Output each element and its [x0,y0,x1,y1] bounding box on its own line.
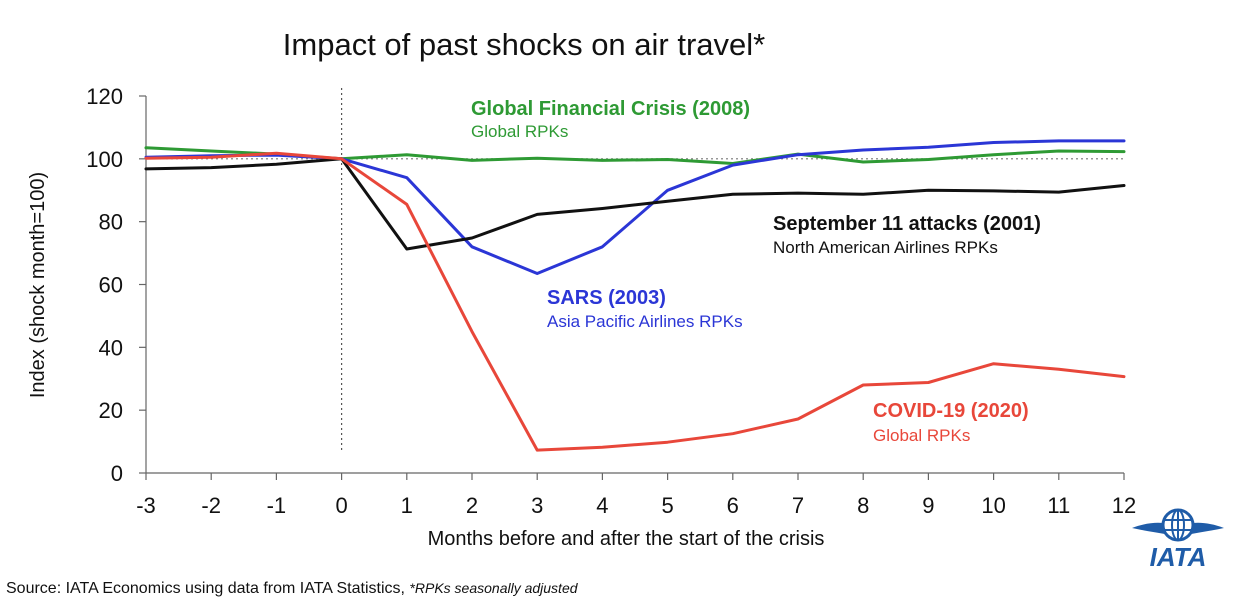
logo-text: IATA [1150,542,1207,572]
y-tick-label: 40 [99,335,123,360]
chart-title: Impact of past shocks on air travel* [283,27,765,62]
series-label-sept11: September 11 attacks (2001) [773,213,1041,235]
series-sublabel-sars: Asia Pacific Airlines RPKs [547,312,743,331]
series-label-sars: SARS (2003) [547,287,666,309]
x-tick-label: -3 [136,493,156,518]
x-tick-label: 4 [596,493,608,518]
series-label-gfc: Global Financial Crisis (2008) [471,98,750,120]
source-text: Source: IATA Economics using data from I… [6,580,405,597]
y-axis-label: Index (shock month=100) [27,172,49,398]
series-label-covid: COVID-19 (2020) [873,400,1029,422]
x-tick-label: 8 [857,493,869,518]
x-tick-label: 3 [531,493,543,518]
source-note: Source: IATA Economics using data from I… [6,580,578,598]
y-tick-label: 120 [86,84,123,109]
x-tick-label: 6 [727,493,739,518]
x-tick-label: 5 [661,493,673,518]
x-tick-label: 1 [401,493,413,518]
x-tick-label: -1 [267,493,287,518]
series-sublabel-gfc: Global RPKs [471,122,568,141]
y-tick-label: 100 [86,147,123,172]
x-tick-label: 10 [981,493,1005,518]
x-tick-label: 0 [335,493,347,518]
y-tick-label: 20 [99,398,123,423]
x-axis-label: Months before and after the start of the… [428,528,825,550]
y-tick-label: 80 [99,210,123,235]
iata-logo: IATA [1132,508,1224,572]
x-tick-label: 2 [466,493,478,518]
line-september-11 [144,157,1126,251]
x-tick-label: -2 [201,493,221,518]
line-covid-19 [144,151,1126,452]
x-tick-label: 7 [792,493,804,518]
globe-icon [1132,508,1224,542]
y-tick-label: 60 [99,273,123,298]
series-sublabel-sept11: North American Airlines RPKs [773,238,998,257]
x-tick-label: 9 [922,493,934,518]
y-tick-label: 0 [111,461,123,486]
x-tick-label: 11 [1047,493,1070,518]
series-sublabel-covid: Global RPKs [873,426,970,445]
x-tick-label: 12 [1112,493,1136,518]
source-footnote: *RPKs seasonally adjusted [409,580,578,596]
